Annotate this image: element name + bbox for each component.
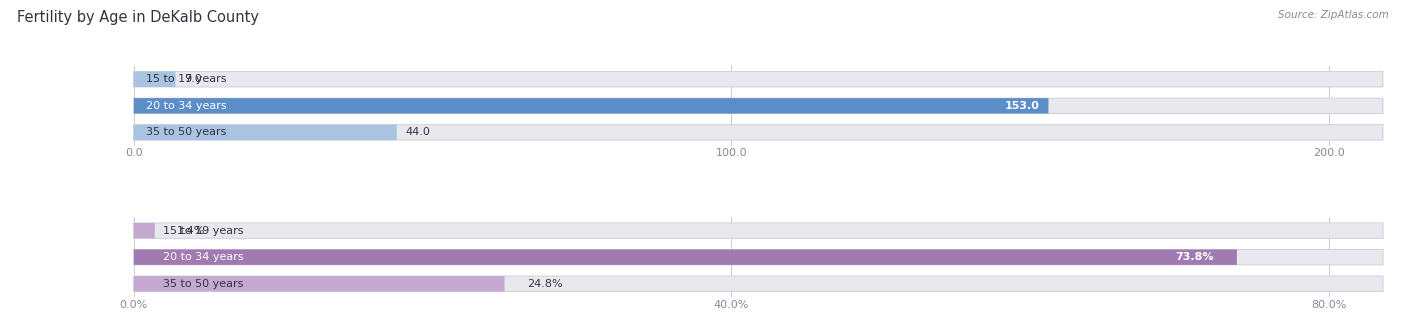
FancyBboxPatch shape	[134, 223, 1384, 238]
Text: Fertility by Age in DeKalb County: Fertility by Age in DeKalb County	[17, 10, 259, 25]
Text: 35 to 50 years: 35 to 50 years	[146, 127, 226, 137]
FancyBboxPatch shape	[134, 98, 1049, 114]
FancyBboxPatch shape	[134, 72, 176, 87]
Text: 20 to 34 years: 20 to 34 years	[163, 252, 245, 262]
Text: 44.0: 44.0	[405, 127, 430, 137]
Text: 1.4%: 1.4%	[177, 226, 205, 236]
FancyBboxPatch shape	[134, 276, 1384, 291]
FancyBboxPatch shape	[134, 72, 1384, 87]
Text: 73.8%: 73.8%	[1175, 252, 1215, 262]
FancyBboxPatch shape	[134, 276, 505, 291]
FancyBboxPatch shape	[134, 223, 155, 238]
Text: 15 to 19 years: 15 to 19 years	[163, 226, 245, 236]
Text: 7.0: 7.0	[184, 74, 202, 84]
FancyBboxPatch shape	[134, 249, 1237, 265]
Text: 153.0: 153.0	[1004, 101, 1039, 111]
Text: 35 to 50 years: 35 to 50 years	[163, 279, 243, 289]
Text: 15 to 19 years: 15 to 19 years	[146, 74, 226, 84]
Text: Source: ZipAtlas.com: Source: ZipAtlas.com	[1278, 10, 1389, 20]
FancyBboxPatch shape	[134, 125, 396, 140]
Text: 24.8%: 24.8%	[527, 279, 562, 289]
FancyBboxPatch shape	[134, 98, 1384, 114]
Text: 20 to 34 years: 20 to 34 years	[146, 101, 226, 111]
FancyBboxPatch shape	[134, 249, 1384, 265]
FancyBboxPatch shape	[134, 125, 1384, 140]
